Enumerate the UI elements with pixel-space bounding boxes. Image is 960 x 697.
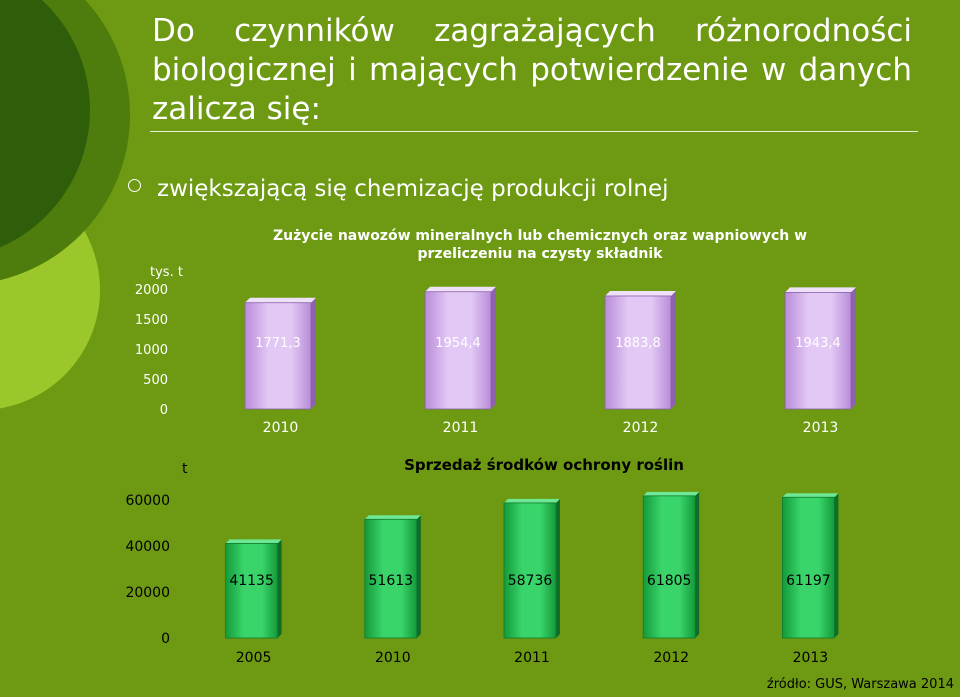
fert-category-label: 2013 — [803, 420, 839, 436]
pest-category-label: 2010 — [375, 650, 411, 666]
pest-category-label: 2005 — [236, 650, 272, 666]
fert-bar-side — [851, 287, 856, 409]
source-note: źródło: GUS, Warszawa 2014 — [766, 677, 954, 692]
pest-bar-top — [782, 493, 839, 498]
pest-y-tick-label: 40000 — [125, 539, 170, 555]
pest-bar-side — [277, 539, 282, 638]
fert-bar — [244, 302, 312, 410]
pest-bar-side — [695, 491, 700, 638]
fert-y-tick-label: 0 — [160, 403, 168, 418]
pest-bar — [503, 502, 557, 639]
fert-bar-top — [245, 297, 316, 303]
pest-value-label: 61805 — [647, 573, 692, 589]
pest-bar-top — [504, 498, 560, 503]
fert-bar-top — [605, 290, 676, 296]
fert-bar-side — [671, 290, 676, 409]
decor-circle-dark — [0, 0, 90, 248]
bullet-ring-icon — [128, 179, 141, 192]
pest-value-label: 58736 — [508, 573, 553, 589]
fert-value-label: 1771,3 — [255, 336, 301, 351]
fert-bar — [604, 295, 672, 410]
fert-unit-label: tys. t — [150, 265, 183, 280]
pest-y-tick-label: 20000 — [125, 585, 170, 601]
fert-bar — [424, 291, 492, 410]
pest-bar — [364, 518, 418, 639]
fert-bar-side — [311, 297, 316, 409]
fert-title: przeliczeniu na czysty składnik — [418, 246, 664, 262]
fert-value-label: 1954,4 — [435, 336, 481, 351]
fert-category-label: 2010 — [263, 420, 299, 436]
pest-bar — [782, 496, 835, 639]
bullet-text: zwiększającą się chemizację produkcji ro… — [157, 176, 669, 202]
pest-bar-top — [364, 515, 421, 520]
pest-y-tick-label: 60000 — [125, 493, 170, 509]
fert-value-label: 1943,4 — [795, 336, 841, 351]
pest-unit-label: t — [182, 461, 188, 477]
pest-bar-side — [416, 515, 421, 638]
fert-bar-top — [785, 287, 856, 293]
pest-bar — [225, 542, 279, 639]
pest-category-label: 2013 — [793, 650, 829, 666]
pest-value-label: 51613 — [369, 573, 414, 589]
slide-title: Do czynników zagrażających różnorodności… — [152, 13, 912, 127]
fert-title: Zużycie nawozów mineralnych lub chemiczn… — [273, 228, 807, 244]
pest-value-label: 61197 — [786, 573, 831, 589]
pest-bar-side — [556, 498, 560, 638]
pest-value-label: 41135 — [229, 573, 274, 589]
pest-category-label: 2012 — [653, 650, 689, 666]
fert-y-tick-label: 1000 — [135, 343, 168, 358]
pest-title: Sprzedaż środków ochrony roślin — [404, 456, 684, 474]
fert-y-tick-label: 1500 — [135, 313, 168, 328]
pest-bar-top — [643, 491, 700, 496]
pest-bar-side — [834, 493, 839, 638]
fert-bar — [784, 291, 852, 410]
fert-bar-top — [425, 286, 496, 292]
bullet-item: zwiększającą się chemizację produkcji ro… — [128, 174, 668, 204]
fert-y-tick-label: 500 — [143, 373, 168, 388]
pest-bar — [642, 495, 696, 639]
title-divider — [150, 131, 918, 132]
fert-category-label: 2011 — [443, 420, 479, 436]
fert-y-tick-label: 2000 — [135, 283, 168, 298]
fert-category-label: 2012 — [623, 420, 659, 436]
fert-bar-side — [491, 286, 496, 409]
pest-bar-top — [225, 539, 282, 544]
fert-value-label: 1883,8 — [615, 336, 661, 351]
pest-y-tick-label: 0 — [161, 631, 170, 647]
pest-category-label: 2011 — [514, 650, 550, 666]
